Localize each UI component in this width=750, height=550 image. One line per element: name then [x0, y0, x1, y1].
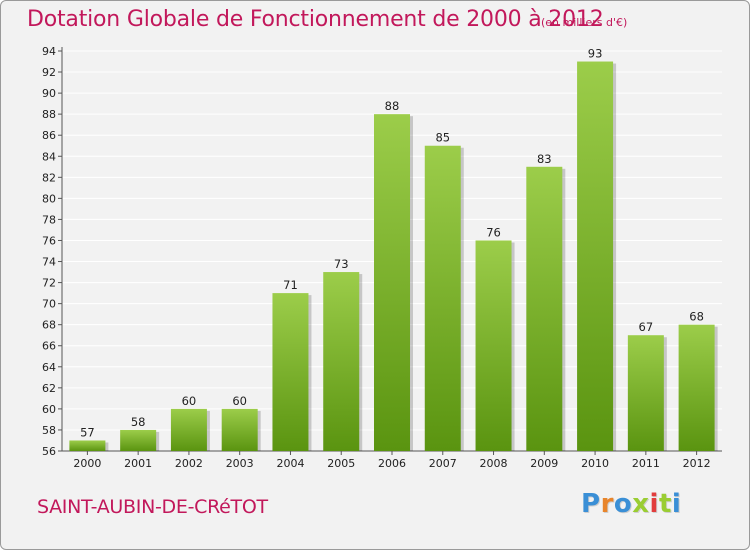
- y-tick-label: 90: [42, 87, 56, 100]
- data-label: 73: [334, 257, 349, 271]
- x-tick-label: 2005: [327, 457, 355, 470]
- bar-2006: [374, 114, 410, 451]
- logo-letter: P: [581, 489, 601, 519]
- bar-2012: [678, 324, 715, 451]
- x-tick-label: 2008: [480, 457, 508, 470]
- bars: [69, 61, 718, 452]
- chart-subtitle: (en milliers d'€): [541, 16, 628, 29]
- logo-letter: x: [632, 489, 650, 519]
- bar-2008: [475, 240, 512, 451]
- y-tick-label: 80: [42, 192, 56, 205]
- y-tick-label: 84: [42, 150, 56, 163]
- y-tick-label: 64: [42, 361, 56, 374]
- logo-letter: i: [649, 489, 659, 519]
- y-tick-label: 62: [42, 382, 56, 395]
- proxiti-logo: Proxiti: [581, 489, 681, 519]
- logo-letter: o: [613, 489, 633, 519]
- y-tick-label: 68: [42, 319, 56, 332]
- y-tick-label: 82: [42, 171, 56, 184]
- x-tick-label: 2012: [683, 457, 711, 470]
- bar-2010: [577, 61, 614, 452]
- bar-2005: [323, 272, 360, 451]
- x-tick-label: 2004: [276, 457, 304, 470]
- y-tick-label: 76: [42, 234, 56, 247]
- data-label: 60: [182, 394, 197, 408]
- y-tick-label: 78: [42, 213, 56, 226]
- y-tick-label: 92: [42, 66, 56, 79]
- x-tick-label: 2000: [73, 457, 101, 470]
- data-label: 85: [435, 131, 450, 145]
- y-tick-label: 94: [42, 45, 56, 58]
- x-tick-label: 2009: [530, 457, 558, 470]
- x-tick-label: 2011: [632, 457, 660, 470]
- x-tick-label: 2006: [378, 457, 406, 470]
- bar-2003: [221, 408, 258, 451]
- bar-2011: [627, 335, 664, 451]
- y-tick-label: 56: [42, 445, 56, 458]
- y-tick-label: 88: [42, 108, 56, 121]
- data-label: 58: [131, 415, 146, 429]
- data-label: 57: [80, 425, 95, 439]
- data-label: 76: [486, 225, 501, 239]
- data-label: 67: [639, 320, 654, 334]
- bar-2001: [120, 429, 157, 451]
- data-label: 68: [689, 310, 704, 324]
- data-label: 88: [385, 99, 400, 113]
- logo-letter: i: [671, 489, 682, 519]
- y-tick-label: 86: [42, 129, 56, 142]
- y-tick-label: 74: [42, 256, 56, 269]
- y-tick-label: 66: [42, 340, 56, 353]
- y-tick-label: 60: [42, 403, 56, 416]
- data-label: 93: [588, 47, 603, 61]
- y-tick-label: 70: [42, 298, 56, 311]
- bar-2000: [69, 440, 106, 451]
- x-tick-label: 2010: [581, 457, 609, 470]
- data-label: 71: [283, 278, 298, 292]
- logo-letter: r: [600, 489, 614, 519]
- y-tick-label: 72: [42, 277, 56, 290]
- bar-2009: [526, 166, 563, 451]
- x-tick-label: 2001: [124, 457, 152, 470]
- bar-2007: [424, 145, 461, 451]
- labels: 56 58 60 62 64 66 68 70 72 74 76 78 80 82 84 86 88 90 92 94…: [42, 45, 711, 470]
- bar-2002: [170, 408, 207, 451]
- x-tick-label: 2007: [429, 457, 457, 470]
- y-tick-label: 58: [42, 424, 56, 437]
- data-label: 83: [537, 152, 552, 166]
- chart-title: Dotation Globale de Fonctionnement de 20…: [27, 7, 604, 32]
- x-tick-label: 2002: [175, 457, 203, 470]
- bar-2004: [272, 293, 309, 451]
- x-tick-label: 2003: [226, 457, 254, 470]
- data-label: 60: [232, 394, 247, 408]
- commune-name: SAINT-AUBIN-DE-CRéTOT: [37, 496, 268, 518]
- logo-letter: t: [658, 489, 672, 519]
